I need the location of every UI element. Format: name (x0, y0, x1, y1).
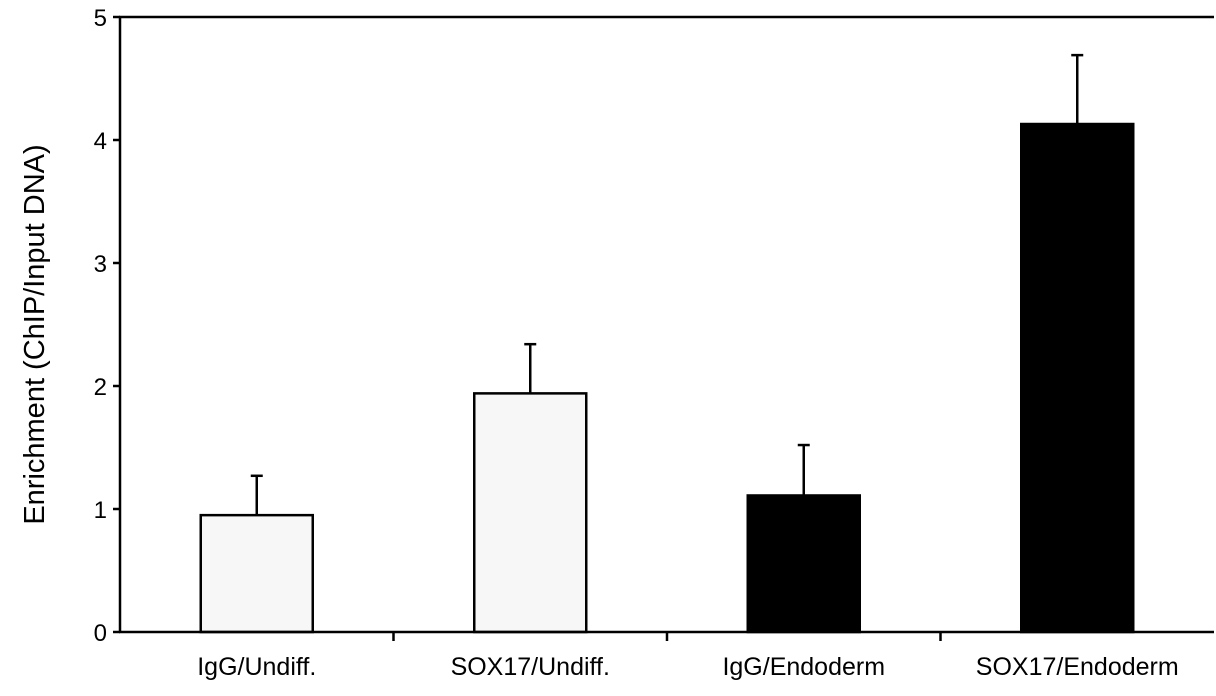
ticks-layer: 0 1 2 3 4 5 IgG/Undiff. SOX17/Undiff. IgG/Endode… (94, 5, 1179, 681)
y-tick-label: 1 (94, 497, 107, 524)
y-tick-label: 5 (94, 5, 107, 32)
bar-3 (746, 494, 861, 634)
error-bars-layer (250, 53, 1084, 516)
bar-4 (1020, 122, 1135, 634)
x-category-label: IgG/Undiff. (197, 653, 316, 681)
y-tick-label: 0 (94, 620, 107, 647)
bar-1 (199, 513, 314, 634)
bar-2 (473, 392, 588, 634)
x-category-label: SOX17/Endoderm (976, 653, 1179, 681)
y-axis-title: Enrichment (ChIP/Input DNA) (19, 144, 51, 524)
y-tick-label: 3 (94, 251, 107, 278)
bars-layer (199, 122, 1135, 634)
x-category-label: IgG/Endoderm (722, 653, 885, 681)
x-category-label: SOX17/Undiff. (451, 653, 610, 681)
y-tick-label: 2 (94, 374, 107, 401)
y-tick-label: 4 (94, 128, 107, 155)
